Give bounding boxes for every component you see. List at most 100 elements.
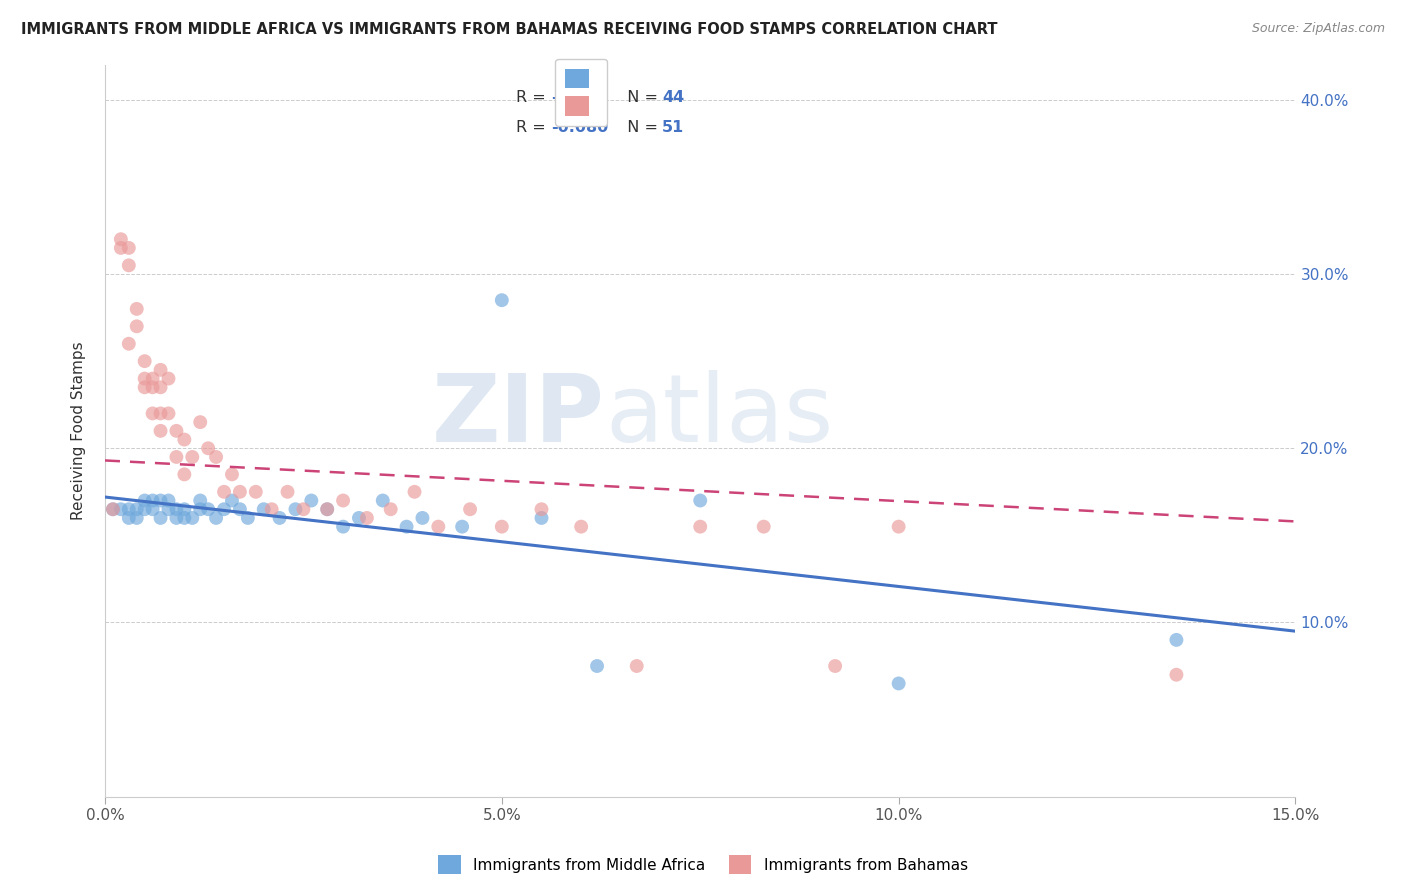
Point	[149, 424, 172, 438]
Point	[212, 484, 235, 499]
Point	[173, 467, 195, 482]
Point	[1166, 632, 1188, 647]
Point	[395, 519, 418, 533]
Text: R =: R =	[516, 120, 551, 135]
Point	[269, 511, 291, 525]
Text: Source: ZipAtlas.com: Source: ZipAtlas.com	[1251, 22, 1385, 36]
Point	[188, 415, 211, 429]
Point	[197, 502, 219, 516]
Point	[626, 659, 648, 673]
Point	[411, 511, 433, 525]
Point	[181, 511, 204, 525]
Point	[569, 519, 592, 533]
Point	[125, 511, 148, 525]
Point	[173, 502, 195, 516]
Point	[292, 502, 315, 516]
Point	[277, 484, 299, 499]
Point	[689, 493, 711, 508]
Point	[125, 502, 148, 516]
Point	[205, 511, 228, 525]
Point	[142, 371, 165, 385]
Point	[229, 484, 252, 499]
Text: atlas: atlas	[605, 370, 834, 462]
Point	[181, 450, 204, 464]
Point	[332, 519, 354, 533]
Point	[110, 502, 132, 516]
Point	[149, 493, 172, 508]
Point	[165, 502, 187, 516]
Point	[260, 502, 283, 516]
Legend: Immigrants from Middle Africa, Immigrants from Bahamas: Immigrants from Middle Africa, Immigrant…	[432, 849, 974, 880]
Point	[530, 502, 553, 516]
Y-axis label: Receiving Food Stamps: Receiving Food Stamps	[72, 342, 86, 520]
Point	[197, 442, 219, 456]
Point	[149, 511, 172, 525]
Text: N =: N =	[617, 90, 664, 105]
Point	[118, 511, 141, 525]
Text: ZIP: ZIP	[432, 370, 605, 462]
Point	[125, 319, 148, 334]
Point	[110, 241, 132, 255]
Point	[427, 519, 450, 533]
Point	[212, 502, 235, 516]
Point	[316, 502, 339, 516]
Point	[165, 450, 187, 464]
Point	[229, 502, 252, 516]
Point	[887, 676, 910, 690]
Point	[404, 484, 426, 499]
Point	[142, 502, 165, 516]
Point	[157, 371, 180, 385]
Point	[157, 406, 180, 420]
Legend: , : ,	[555, 59, 607, 126]
Point	[157, 502, 180, 516]
Text: IMMIGRANTS FROM MIDDLE AFRICA VS IMMIGRANTS FROM BAHAMAS RECEIVING FOOD STAMPS C: IMMIGRANTS FROM MIDDLE AFRICA VS IMMIGRA…	[21, 22, 998, 37]
Point	[125, 301, 148, 316]
Point	[347, 511, 370, 525]
Point	[752, 519, 775, 533]
Text: N =: N =	[617, 120, 664, 135]
Point	[134, 354, 156, 368]
Point	[118, 258, 141, 272]
Point	[165, 424, 187, 438]
Point	[887, 519, 910, 533]
Point	[284, 502, 307, 516]
Point	[491, 293, 513, 308]
Point	[173, 433, 195, 447]
Point	[205, 450, 228, 464]
Point	[157, 493, 180, 508]
Point	[1166, 667, 1188, 681]
Point	[253, 502, 276, 516]
Point	[586, 659, 609, 673]
Point	[118, 241, 141, 255]
Point	[118, 336, 141, 351]
Point	[134, 493, 156, 508]
Point	[149, 406, 172, 420]
Point	[173, 511, 195, 525]
Point	[530, 511, 553, 525]
Point	[142, 493, 165, 508]
Text: 51: 51	[662, 120, 685, 135]
Point	[134, 371, 156, 385]
Point	[491, 519, 513, 533]
Text: -0.297: -0.297	[551, 90, 609, 105]
Text: 44: 44	[662, 90, 685, 105]
Point	[299, 493, 322, 508]
Point	[188, 493, 211, 508]
Point	[356, 511, 378, 525]
Point	[221, 467, 243, 482]
Point	[451, 519, 474, 533]
Point	[458, 502, 481, 516]
Text: R =: R =	[516, 90, 551, 105]
Point	[118, 502, 141, 516]
Point	[188, 502, 211, 516]
Point	[380, 502, 402, 516]
Point	[110, 232, 132, 246]
Point	[316, 502, 339, 516]
Point	[149, 380, 172, 394]
Point	[142, 380, 165, 394]
Point	[332, 493, 354, 508]
Point	[101, 502, 124, 516]
Point	[142, 406, 165, 420]
Point	[245, 484, 267, 499]
Point	[824, 659, 846, 673]
